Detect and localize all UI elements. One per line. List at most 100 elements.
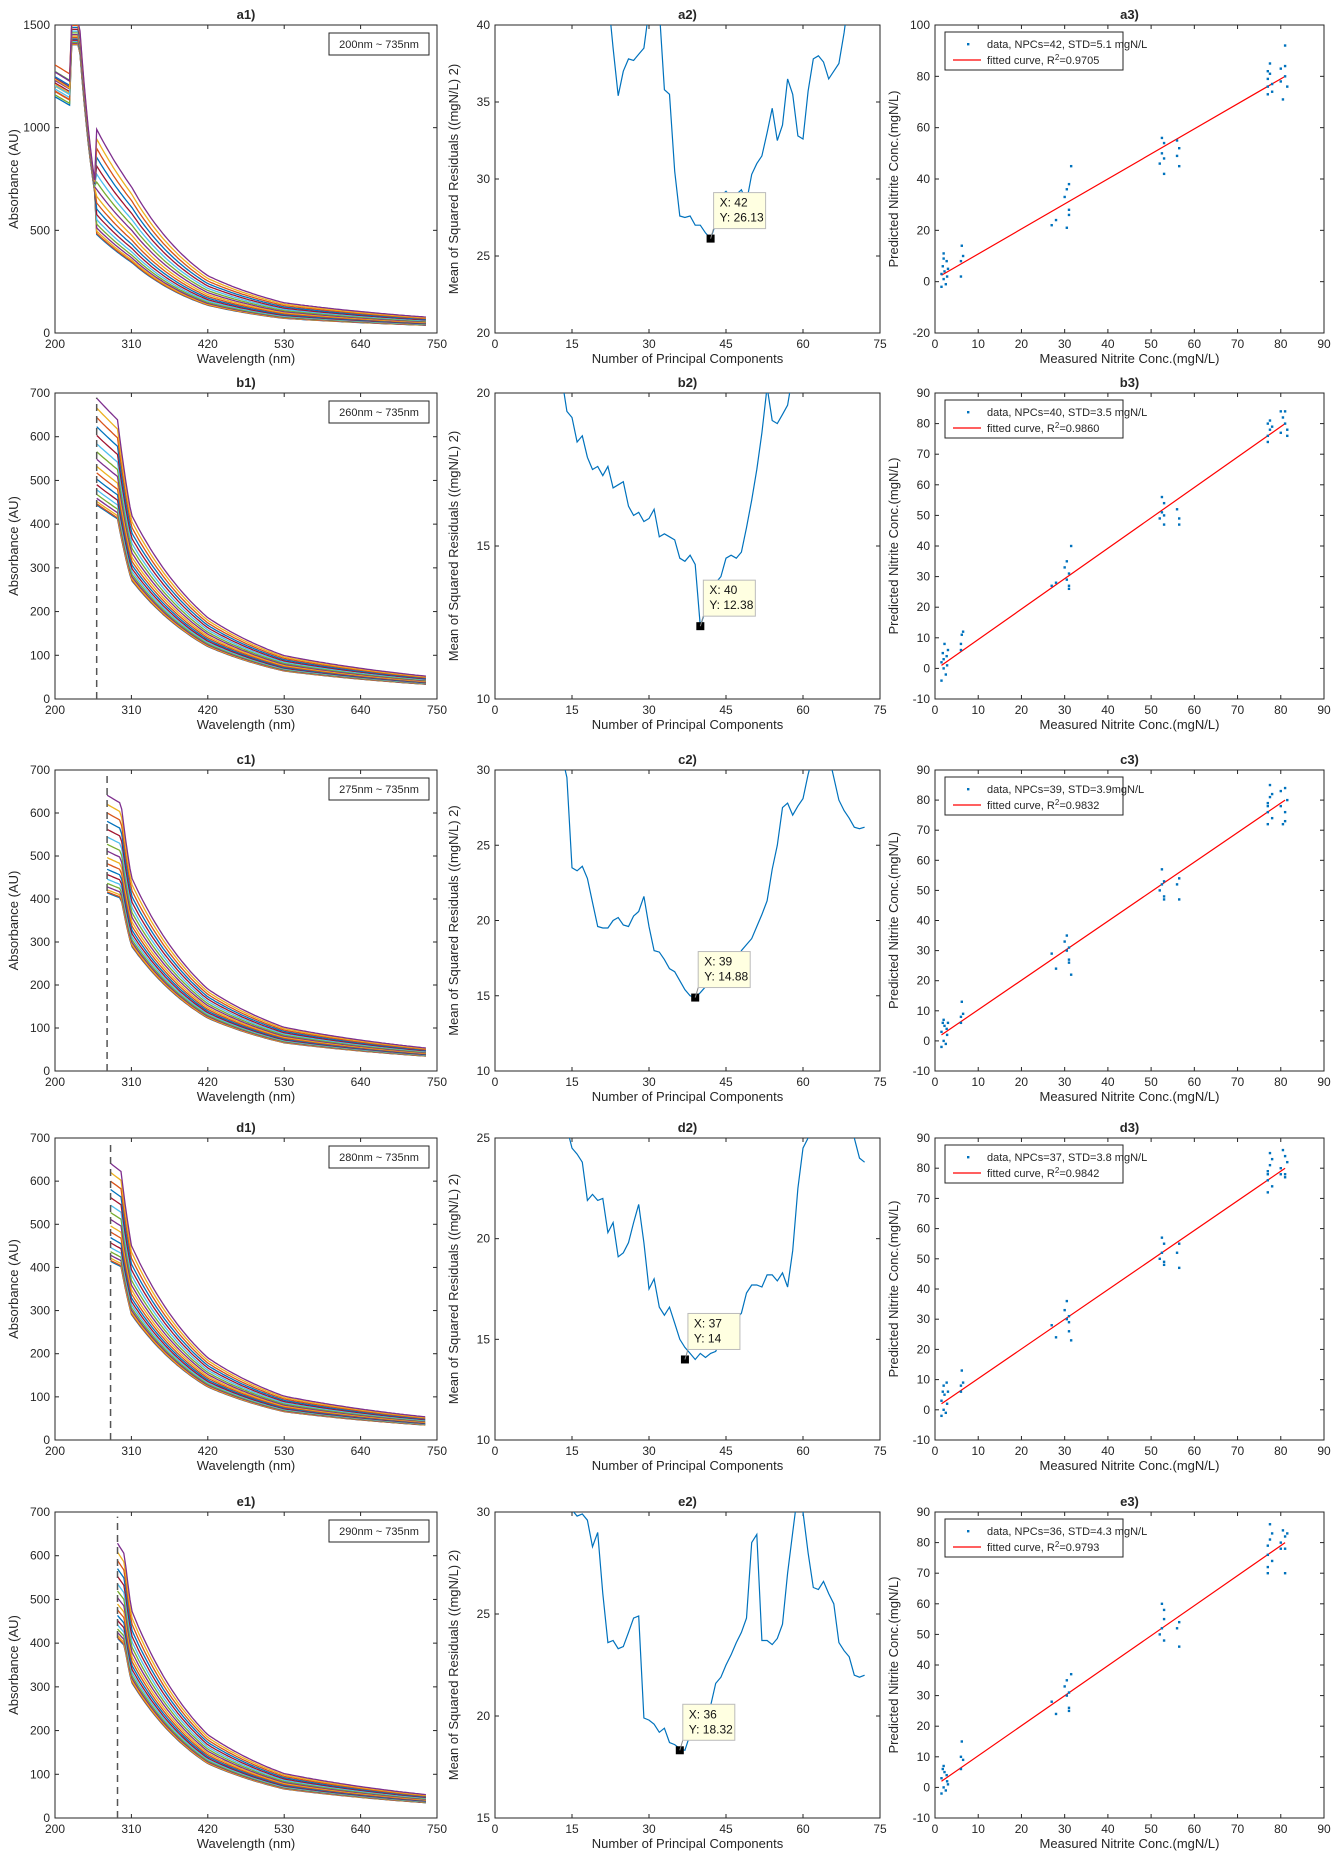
data-point <box>945 259 948 263</box>
data-point <box>1279 1167 1282 1170</box>
y-axis-label: Mean of Squared Residuals ((mgN/L) 2) <box>446 805 461 1036</box>
data-point <box>1178 164 1181 168</box>
y-axis-label: Predicted Nitrite Conc.(mgN/L) <box>886 458 901 635</box>
data-point <box>1178 1266 1181 1270</box>
panel-title: d3) <box>1120 1120 1140 1135</box>
legend-fit-exponent: 2 <box>1055 798 1060 807</box>
y-tick-label: -20 <box>913 326 931 340</box>
data-point <box>1178 147 1181 150</box>
y-axis-label: Mean of Squared Residuals ((mgN/L) 2) <box>446 64 461 295</box>
data-point <box>942 1764 945 1768</box>
legend-fit-label: fitted curve, R2=0.9860 <box>987 421 1099 435</box>
data-point <box>941 1021 944 1025</box>
axes-frame <box>494 1137 881 1441</box>
x-tick-label: 40 <box>1101 703 1115 717</box>
data-point <box>1270 1559 1274 1563</box>
x-tick-label: 60 <box>1188 1075 1202 1089</box>
data-point <box>1065 1694 1069 1697</box>
spectrum-line <box>116 1609 426 1801</box>
datatip-box <box>697 951 751 989</box>
data-point <box>1268 783 1272 787</box>
data-point <box>1178 523 1181 526</box>
x-tick-label: 90 <box>1317 1822 1331 1836</box>
panel-title: c3) <box>1120 752 1139 767</box>
x-tick-label: 530 <box>274 1444 294 1458</box>
x-tick-label: 30 <box>642 703 656 717</box>
y-tick-label: 400 <box>30 517 50 531</box>
data-point <box>1063 1308 1066 1312</box>
spectrum-line <box>96 397 426 677</box>
data-point <box>1065 560 1069 563</box>
data-point <box>1283 1547 1287 1550</box>
legend-fit-value: =0.9793 <box>1059 1542 1099 1554</box>
data-point <box>1063 195 1066 199</box>
data-point <box>1279 1541 1282 1544</box>
data-point <box>945 1402 949 1405</box>
panel-d3: 0 10 20 30 40 50 60 70 80 90-10010203040506070809… <box>886 1120 1331 1473</box>
data-point <box>1160 868 1164 871</box>
legend-fit-exponent: 2 <box>1055 421 1060 430</box>
x-tick-label: 0 <box>492 337 499 351</box>
data-point <box>1054 581 1058 584</box>
data-point <box>941 651 944 655</box>
y-axis-label: Absorbance (AU) <box>6 1239 21 1339</box>
data-point <box>940 679 943 682</box>
legend-fit-exponent: 2 <box>1055 1540 1060 1549</box>
y-tick-label: 90 <box>917 763 931 777</box>
x-tick-label: 30 <box>1058 337 1072 351</box>
data-point <box>1266 1572 1270 1575</box>
data-point <box>942 252 945 255</box>
legend-data-label: data, NPCs=42, STD=5.1 mgN/L <box>987 39 1147 51</box>
x-tick-label: 45 <box>719 1822 733 1836</box>
panel-title: a1) <box>237 7 256 22</box>
legend-fit-value: =0.9860 <box>1059 423 1099 435</box>
x-tick-label: 10 <box>972 703 986 717</box>
data-point <box>1266 1179 1270 1182</box>
data-point <box>1270 1532 1274 1535</box>
x-tick-label: 30 <box>1058 1822 1072 1836</box>
data-point <box>1178 1645 1181 1648</box>
y-tick-label: 40 <box>917 1658 931 1672</box>
spectrum-line <box>110 1204 426 1421</box>
y-axis-label: Absorbance (AU) <box>6 496 21 596</box>
data-point <box>1063 566 1066 569</box>
x-tick-label: 310 <box>121 703 141 717</box>
data-point <box>1054 967 1058 970</box>
data-point <box>1050 952 1053 955</box>
x-tick-label: 30 <box>1058 1075 1072 1089</box>
x-tick-label: 20 <box>1015 1822 1029 1836</box>
y-tick-label: 20 <box>477 1232 491 1246</box>
legend: data, NPCs=36, STD=4.3 mgN/L fitted curve… <box>944 1518 1147 1558</box>
x-tick-label: 310 <box>121 1822 141 1836</box>
x-tick-label: 15 <box>565 703 579 717</box>
spectrum-line <box>116 1576 426 1799</box>
data-point <box>1162 157 1166 160</box>
spectrum-line <box>116 1583 426 1799</box>
range-label: 275nm ~ 735nm <box>339 784 419 796</box>
data-point <box>1268 795 1272 799</box>
data-point <box>1065 188 1069 191</box>
y-tick-label: 10 <box>917 1004 931 1018</box>
data-point <box>1067 1709 1071 1713</box>
data-point <box>1162 898 1166 901</box>
x-tick-label: 0 <box>932 1075 939 1089</box>
datatip-box <box>713 192 767 230</box>
spectrum-line <box>110 1171 426 1419</box>
y-tick-label: 300 <box>30 1304 50 1318</box>
x-tick-label: 90 <box>1317 1075 1331 1089</box>
y-tick-label: 80 <box>917 69 931 83</box>
data-point <box>1067 1321 1071 1324</box>
x-tick-label: 45 <box>719 1075 733 1089</box>
panel-a3: 0 10 20 30 40 50 60 70 80 90-20020406080100a3)Mea… <box>886 7 1331 366</box>
data-point <box>1268 419 1272 422</box>
data-point <box>944 1411 948 1415</box>
legend: data, NPCs=37, STD=3.8 mgN/L fitted curve… <box>944 1144 1147 1184</box>
data-point <box>1067 958 1071 961</box>
data-point <box>960 1000 963 1003</box>
x-tick-label: 0 <box>932 1444 939 1458</box>
y-tick-label: 10 <box>477 692 491 706</box>
data-point <box>1279 80 1282 83</box>
datatip-y: Y: 18.32 <box>689 1722 733 1736</box>
data-point <box>1162 514 1166 517</box>
